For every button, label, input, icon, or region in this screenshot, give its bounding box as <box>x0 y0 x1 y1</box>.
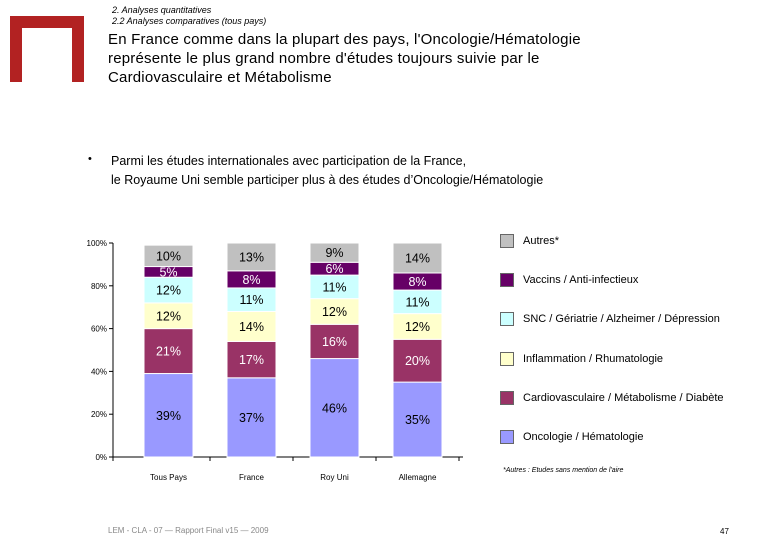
x-tick-label: France <box>239 473 264 482</box>
intro-line-1: Parmi les études internationales avec pa… <box>111 154 467 168</box>
x-tick-label: Roy Uni <box>320 473 349 482</box>
data-label: 9% <box>325 246 343 260</box>
bar-segment <box>143 328 194 375</box>
bar-segment <box>392 381 443 458</box>
y-tick-label: 80% <box>91 282 107 291</box>
legend-swatch <box>500 430 514 444</box>
title-line-1: En France comme dans la plupart des pays… <box>108 31 581 48</box>
intro-text: Parmi les études internationales avec pa… <box>111 152 543 190</box>
legend-swatch <box>500 312 514 326</box>
bar-segment <box>143 302 194 330</box>
y-tick-label: 100% <box>87 239 107 248</box>
data-label: 11% <box>322 280 346 294</box>
data-label: 12% <box>405 320 430 334</box>
data-label: 46% <box>322 401 347 415</box>
data-label: 12% <box>156 284 181 298</box>
data-label: 11% <box>239 293 263 307</box>
data-label: 39% <box>156 409 181 423</box>
y-tick-label: 0% <box>95 453 107 462</box>
bar-segment <box>392 313 443 340</box>
bar-segment <box>309 298 360 325</box>
x-tick-label: Tous Pays <box>150 473 187 482</box>
x-tick-label: Allemagne <box>399 473 437 482</box>
data-label: 10% <box>156 249 181 263</box>
legend-label: SNC / Gériatrie / Alzheimer / Dépression <box>523 313 720 325</box>
data-label: 13% <box>239 250 264 264</box>
data-label: 20% <box>405 354 430 368</box>
data-label: 21% <box>156 345 181 359</box>
bar-segment <box>226 340 277 379</box>
data-label: 8% <box>408 275 426 289</box>
y-tick-label: 60% <box>91 325 107 334</box>
data-label: 16% <box>322 335 347 349</box>
data-label: 14% <box>239 320 264 334</box>
legend-label: Inflammation / Rhumatologie <box>523 353 664 365</box>
bar-segment <box>226 310 277 342</box>
legend-label: Oncologie / Hématologie <box>523 431 644 443</box>
y-tick-label: 40% <box>91 367 107 376</box>
data-label: 8% <box>242 273 260 287</box>
legend-swatch <box>500 391 514 405</box>
logo <box>10 16 84 82</box>
bar-segment <box>226 242 277 272</box>
footer-text: LEM - CLA - 07 — Rapport Final v15 — 200… <box>108 526 269 535</box>
legend-swatch <box>500 273 514 287</box>
breadcrumb-subsection: 2.2 Analyses comparatives (tous pays) <box>112 16 267 26</box>
bar-segment <box>309 242 360 263</box>
y-tick-label: 20% <box>91 410 107 419</box>
bar-segment <box>143 373 194 458</box>
data-label: 35% <box>405 413 430 427</box>
bar-segment <box>226 377 277 458</box>
breadcrumb-section: 2. Analyses quantitatives <box>112 5 212 15</box>
stacked-bar-chart: 0% 20% 40% 60% 80% 100% Tous Pays 39% 21% 12% 12% 5… <box>87 239 463 482</box>
bar-segment <box>309 323 360 360</box>
legend-label: Autres* <box>523 235 560 247</box>
bar-segment <box>143 244 194 268</box>
bar-segment <box>309 358 360 458</box>
page-number: 47 <box>720 527 729 536</box>
logo-mark <box>10 16 84 82</box>
legend-label: Vaccins / Anti-infectieux <box>523 274 639 286</box>
intro-line-2: le Royaume Uni semble participer plus à … <box>111 173 544 187</box>
breadcrumb: 2. Analyses quantitatives 2.2 Analyses c… <box>112 5 266 27</box>
data-label: 12% <box>322 305 347 319</box>
data-label: 37% <box>239 411 264 425</box>
bullet-icon: • <box>88 153 92 165</box>
data-label: 5% <box>159 265 177 279</box>
data-label: 6% <box>325 262 343 276</box>
title-line-2: représente le plus grand nombre d'études… <box>108 50 540 67</box>
bar-segment <box>392 242 443 274</box>
data-label: 12% <box>156 309 181 323</box>
legend-label: Cardiovasculaire / Métabolisme / Diabète <box>523 392 724 404</box>
chart-footnote: *Autres : Etudes sans mention de l'aire <box>503 467 624 474</box>
data-label: 17% <box>239 353 264 367</box>
title-line-3: Cardiovasculaire et Métabolisme <box>108 69 332 86</box>
legend-swatch <box>500 234 514 248</box>
page-title: En France comme dans la plupart des pays… <box>108 30 708 87</box>
data-label: 11% <box>405 295 429 309</box>
legend-swatch <box>500 352 514 366</box>
data-label: 14% <box>405 251 430 265</box>
